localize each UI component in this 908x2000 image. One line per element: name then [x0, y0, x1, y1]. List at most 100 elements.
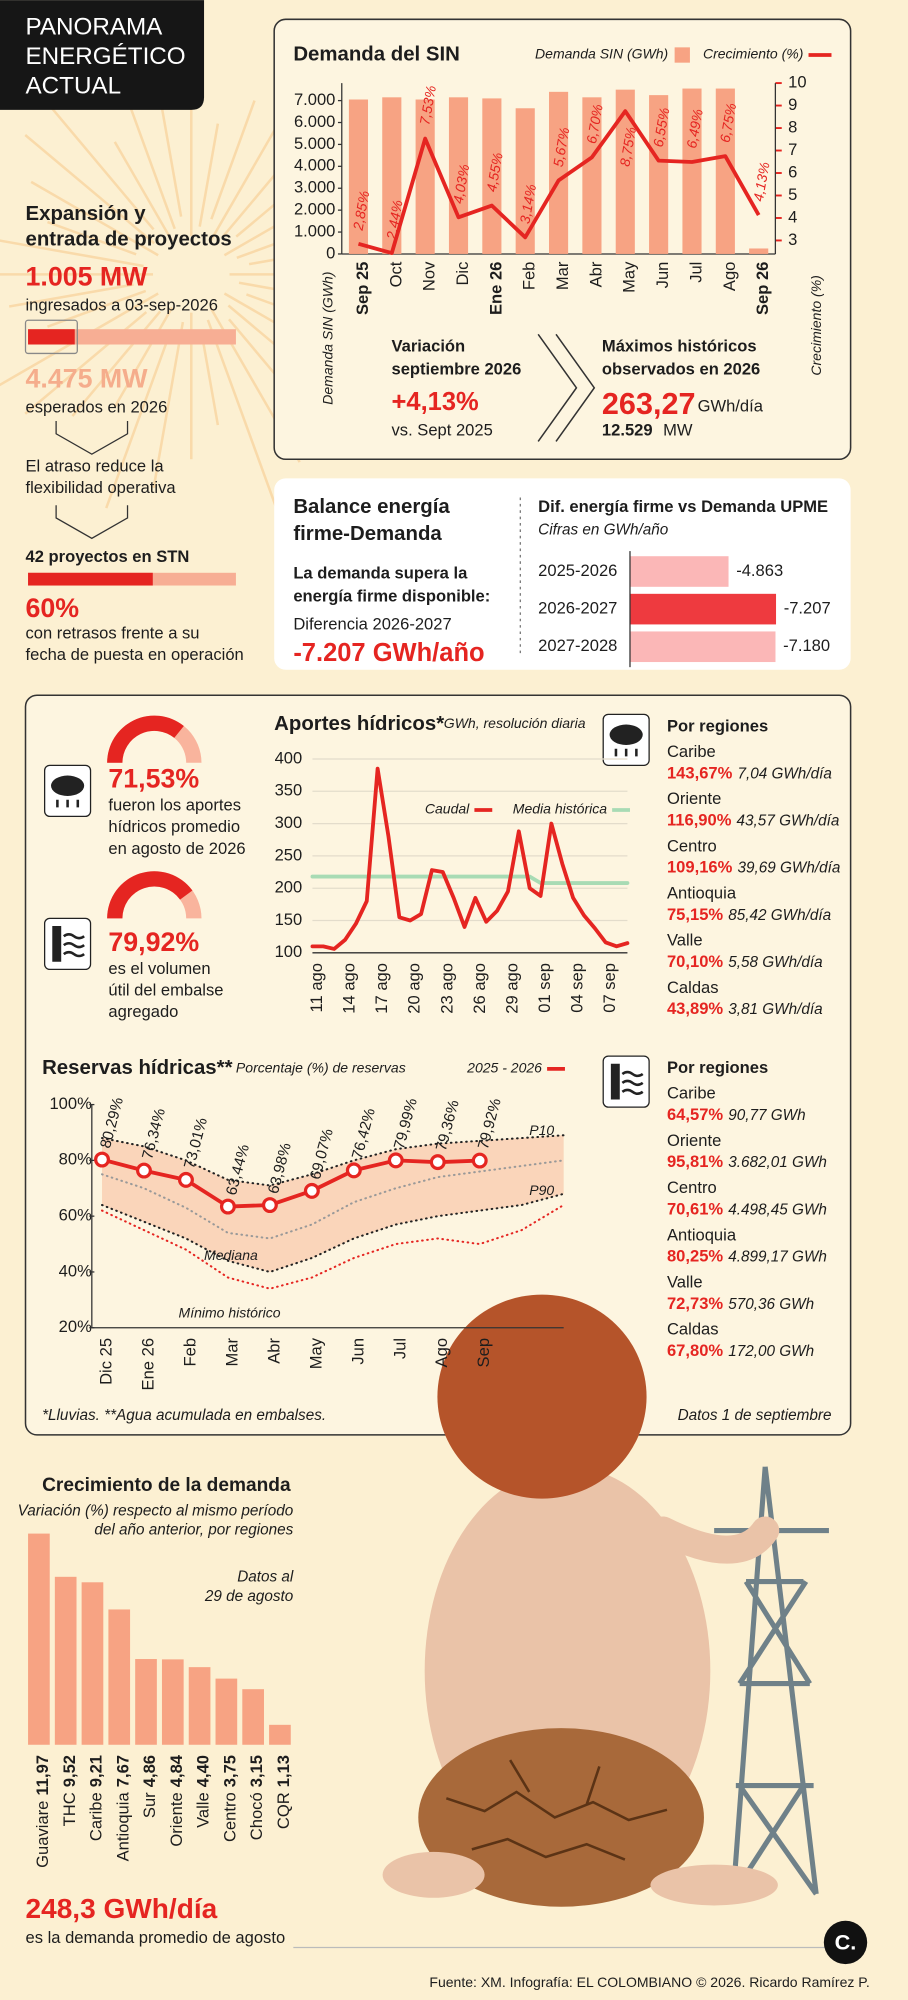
- sun-ray: [24, 134, 155, 245]
- category-label: 2025-2026: [538, 561, 617, 580]
- source: Fuente: XM. Infografía: EL COLOMBIANO © …: [429, 1974, 869, 1990]
- region-values: 109,16% 39,69 GWh/día: [667, 858, 840, 877]
- sun-ray: [200, 331, 220, 426]
- x-tick-label: Caribe 9,21: [87, 1755, 106, 1841]
- region-share: 75,15%: [667, 905, 723, 924]
- region-amount: 3,81 GWh/día: [728, 1001, 822, 1018]
- y2-tick-label: 3: [788, 230, 797, 249]
- point: [471, 1152, 488, 1169]
- legend-label: 2025 - 2026: [466, 1060, 542, 1076]
- line: [101, 1159, 565, 1240]
- chart-subtitle: del año anterior, por regiones: [94, 1522, 293, 1539]
- photo: [382, 1294, 829, 1907]
- y-tick-label: 6.000: [294, 112, 335, 131]
- region-share: 67,80%: [667, 1341, 723, 1360]
- category-name: Guaviare: [33, 1801, 52, 1868]
- note: hídricos promedio: [108, 817, 240, 836]
- data-label: 5,67%: [550, 126, 573, 168]
- data-label: -7.180: [783, 636, 830, 655]
- bar: [348, 99, 369, 254]
- x-tick-label: May: [306, 1337, 325, 1369]
- data-label: 9,21: [87, 1755, 106, 1787]
- data-label: 3,14%: [516, 183, 539, 225]
- sun-ray: [105, 329, 173, 509]
- bar: [415, 99, 435, 254]
- category-label: 2027-2028: [538, 636, 617, 655]
- x-tick-label: CQR 1,13: [274, 1755, 293, 1829]
- chart-subtitle: Cifras en GWh/año: [538, 522, 669, 539]
- note: El atraso reduce la: [26, 456, 165, 475]
- note: vs. Sept 2025: [392, 421, 493, 440]
- progress-outline: [24, 319, 78, 355]
- bar: [161, 1659, 184, 1745]
- x-tick-label: 20 ago: [405, 963, 424, 1014]
- sun-ray: [113, 306, 174, 408]
- y-tick-label: 4.000: [294, 156, 335, 175]
- x-tick-label: Oriente 4,84: [167, 1754, 186, 1846]
- expected-value: 4.475 MW: [26, 363, 149, 393]
- data-label: 4,13%: [750, 161, 773, 203]
- y-tick-label: 7.000: [294, 90, 335, 109]
- sun-ray: [24, 311, 148, 415]
- region-name: Oriente: [667, 789, 721, 808]
- region-values: 116,90% 43,57 GWh/día: [667, 811, 839, 830]
- diff-value: -7.207 GWh/año: [293, 639, 484, 667]
- max-power: 12.529: [602, 421, 653, 440]
- region-name: Centro: [667, 836, 717, 855]
- bar: [682, 88, 702, 254]
- bar: [54, 1576, 77, 1745]
- sun-ray: [30, 180, 159, 257]
- point: [345, 1162, 362, 1179]
- data-label: 11,97: [33, 1755, 52, 1796]
- bar: [215, 1678, 238, 1745]
- data-label: 7,53%: [416, 84, 439, 126]
- bar: [188, 1667, 211, 1745]
- bar: [242, 1689, 264, 1745]
- projects: 42 proyectos en STN: [26, 547, 190, 566]
- dam-icon: [43, 917, 92, 971]
- x-tick-label: 23 ago: [437, 963, 456, 1014]
- summary-title: Variación: [392, 336, 466, 355]
- point: [261, 1197, 278, 1214]
- x-tick-label: Valle 4,40: [194, 1755, 213, 1828]
- y2-tick-label: 8: [788, 117, 797, 136]
- progress-bar: [28, 329, 75, 345]
- x-tick-label: Feb: [520, 262, 539, 291]
- x-tick-label: 26 ago: [470, 963, 489, 1014]
- delayed-value: 60%: [26, 593, 80, 623]
- point: [136, 1162, 152, 1179]
- x-tick-label: Jun: [653, 262, 672, 289]
- y2-tick-label: 5: [788, 185, 797, 204]
- region-name: Centro: [667, 1178, 717, 1197]
- data-label: 6,55%: [650, 106, 673, 148]
- region-values: 80,25% 4.899,17 GWh: [667, 1247, 827, 1266]
- note: fueron los aportes: [108, 796, 241, 815]
- unit: GWh/día: [698, 396, 764, 415]
- x-tick-label: 17 ago: [372, 963, 391, 1014]
- y2-tick-label: 4: [788, 207, 797, 226]
- y-tick-label: 300: [275, 813, 303, 832]
- summary-title: observados en 2026: [602, 359, 760, 378]
- data-label: -4.863: [736, 561, 783, 580]
- x-tick-label: 04 sep: [568, 963, 587, 1013]
- summary-title: Máximos históricos: [602, 336, 757, 355]
- region-name: Caribe: [667, 1084, 716, 1103]
- date-note: Datos 1 de septiembre: [678, 1407, 832, 1424]
- note: Datos al: [237, 1569, 294, 1586]
- region-share: 143,67%: [667, 764, 733, 783]
- y-tick-label: 80%: [59, 1150, 92, 1169]
- band: [102, 1135, 564, 1272]
- data-label: 1,13: [274, 1755, 293, 1787]
- sun-ray: [198, 123, 220, 227]
- legend-label: Media histórica: [513, 801, 607, 817]
- x-tick-label: Abr: [264, 1337, 283, 1363]
- series-label: P10: [529, 1122, 554, 1138]
- y-tick-label: 1.000: [294, 221, 335, 240]
- x-tick-label: Sur 4,86: [140, 1755, 159, 1818]
- bar: [749, 248, 769, 254]
- category-name: THC: [60, 1792, 79, 1826]
- region-values: 143,67% 7,04 GWh/día: [667, 764, 832, 783]
- region-share: 116,90%: [667, 811, 732, 830]
- progress-bar: [28, 572, 153, 586]
- note: 29 de agosto: [204, 1588, 294, 1605]
